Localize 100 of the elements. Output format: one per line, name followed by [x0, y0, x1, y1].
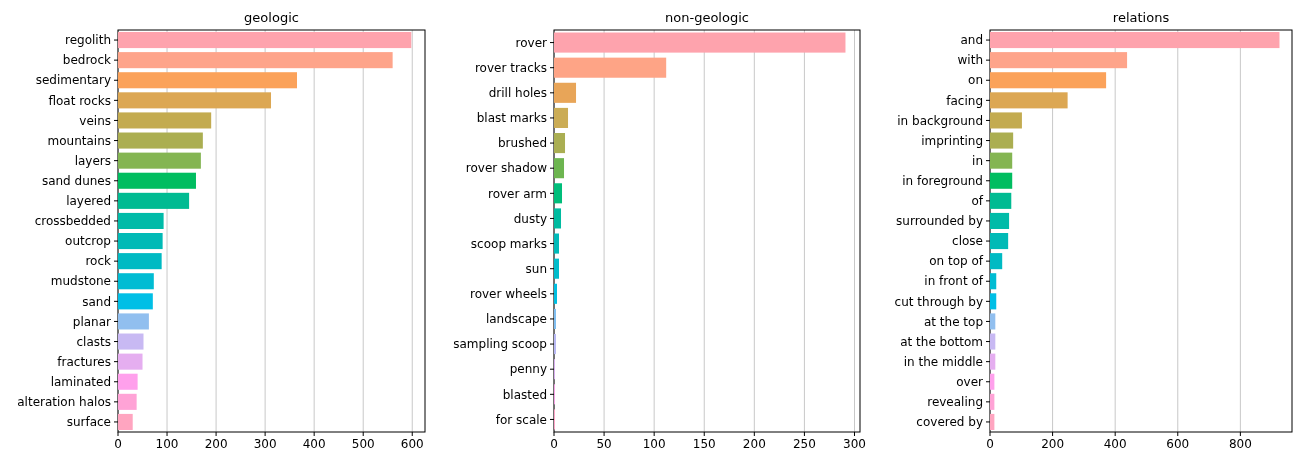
bar [118, 52, 393, 69]
y-tick-label: on top of [929, 254, 984, 269]
bar [118, 333, 144, 350]
y-tick-label: rover tracks [474, 60, 547, 75]
y-tick-label: penny [509, 362, 547, 377]
y-tick-label: rover [515, 35, 548, 50]
bar [118, 112, 212, 129]
bar [118, 313, 149, 330]
x-tick-label: 500 [351, 437, 375, 451]
y-tick-label: in the middle [903, 354, 983, 369]
y-tick-label: at the top [923, 314, 983, 329]
x-tick-label: 250 [792, 437, 816, 451]
x-tick-label: 100 [642, 437, 666, 451]
bar [554, 258, 560, 279]
bar [118, 353, 143, 370]
y-tick-label: rover wheels [469, 287, 547, 302]
bar [990, 92, 1068, 109]
x-tick-label: 300 [253, 437, 277, 451]
x-tick-label: 200 [742, 437, 766, 451]
bar [554, 57, 667, 78]
y-tick-label: revealing [927, 395, 983, 410]
y-tick-label: rover arm [487, 186, 547, 201]
y-tick-label: sand [82, 294, 111, 309]
y-tick-label: crossbedded [34, 214, 111, 229]
y-tick-label: sun [525, 261, 547, 276]
bar [990, 172, 1013, 189]
y-tick-label: facing [946, 93, 983, 108]
x-tick-label: 150 [692, 437, 716, 451]
bar [118, 32, 412, 49]
y-tick-label: surface [66, 415, 111, 430]
y-tick-label: on [968, 73, 983, 88]
chart-title: relations [1112, 10, 1170, 25]
y-tick-label: in [972, 153, 983, 168]
y-tick-label: imprinting [921, 133, 983, 148]
y-tick-label: with [957, 53, 983, 68]
y-tick-label: laminated [50, 374, 111, 389]
y-tick-label: alteration halos [17, 395, 111, 410]
x-tick-label: 100 [155, 437, 179, 451]
y-tick-label: sand dunes [41, 173, 111, 188]
x-tick-label: 200 [1041, 437, 1065, 451]
bar [990, 413, 995, 430]
bar [990, 393, 995, 410]
bar [990, 293, 997, 310]
y-tick-label: in front of [924, 274, 984, 289]
y-tick-label: clasts [76, 334, 111, 349]
y-tick-label: cut through by [894, 294, 983, 309]
bar [118, 233, 163, 250]
bar [554, 208, 562, 229]
bar [990, 313, 996, 330]
bar [990, 373, 995, 390]
y-tick-label: in background [897, 113, 983, 128]
y-tick-label: blast marks [476, 111, 547, 126]
bar [118, 152, 201, 169]
y-tick-label: landscape [485, 312, 547, 327]
x-tick-label: 400 [1103, 437, 1127, 451]
bar [118, 253, 162, 270]
y-tick-label: of [971, 194, 984, 209]
y-tick-label: at the bottom [900, 334, 983, 349]
y-tick-label: rover shadow [465, 161, 548, 176]
x-tick-label: 300 [843, 437, 866, 451]
chart-title: geologic [244, 10, 299, 25]
y-tick-label: sampling scoop [453, 337, 547, 352]
bar [990, 212, 1010, 229]
x-tick-label: 0 [550, 437, 558, 451]
bar [118, 172, 196, 189]
bar [990, 273, 997, 290]
bar [554, 183, 563, 204]
y-tick-label: fractures [57, 354, 111, 369]
bar [990, 152, 1013, 169]
bar [990, 192, 1012, 209]
y-tick-label: veins [79, 113, 111, 128]
bar [554, 32, 846, 53]
bar [554, 133, 566, 154]
bar [118, 72, 297, 89]
y-tick-label: regolith [65, 33, 111, 48]
bar [990, 333, 996, 350]
x-tick-label: 200 [204, 437, 228, 451]
y-tick-label: mudstone [50, 274, 111, 289]
y-tick-label: float rocks [48, 93, 111, 108]
bar [118, 293, 153, 310]
bar [990, 32, 1280, 49]
bar [118, 132, 203, 149]
y-tick-label: in foreground [902, 173, 983, 188]
y-tick-label: blasted [502, 387, 547, 402]
bar [990, 72, 1107, 89]
x-tick-label: 600 [1166, 437, 1190, 451]
bar [554, 82, 577, 103]
bar [554, 233, 560, 254]
bar [990, 353, 996, 370]
bar [118, 192, 190, 209]
y-tick-label: over [956, 374, 984, 389]
y-tick-label: sedimentary [35, 73, 111, 88]
y-tick-label: surrounded by [896, 214, 983, 229]
y-tick-label: dusty [513, 211, 547, 226]
y-tick-label: for scale [495, 412, 547, 427]
y-tick-label: close [952, 234, 983, 249]
y-tick-label: mountains [47, 133, 111, 148]
bar [554, 158, 565, 179]
bar [554, 283, 557, 304]
bar [118, 393, 137, 410]
